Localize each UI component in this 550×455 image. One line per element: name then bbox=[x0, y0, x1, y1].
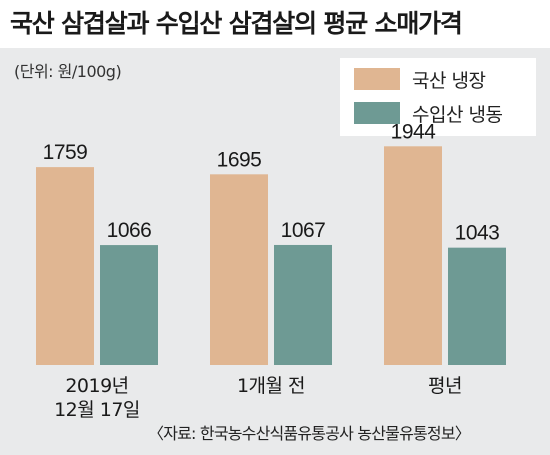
bar-domestic-0 bbox=[36, 167, 94, 365]
unit-label: (단위: 원/100g) bbox=[14, 62, 122, 81]
bar-imported-2 bbox=[448, 247, 506, 365]
bar-imported-1 bbox=[274, 244, 332, 365]
bar-domestic-2 bbox=[384, 146, 442, 365]
category-label-1: 1개월 전 bbox=[237, 375, 305, 397]
data-label-imported-1: 1067 bbox=[281, 219, 326, 242]
legend-item-domestic: 국산 냉장 bbox=[354, 66, 486, 92]
category-label-2: 평년 bbox=[428, 375, 462, 397]
legend-swatch-domestic bbox=[354, 68, 400, 90]
data-label-domestic-1: 1695 bbox=[217, 148, 262, 171]
data-label-domestic-0: 1759 bbox=[43, 141, 88, 164]
data-label-imported-0: 1066 bbox=[107, 219, 152, 242]
data-label-imported-2: 1043 bbox=[455, 222, 500, 245]
category-label-0: 2019년 12월 17일 bbox=[54, 375, 140, 421]
source-note: 〈자료: 한국농수산식품유통공사 농산물유통정보〉 bbox=[148, 424, 471, 443]
legend-label-domestic: 국산 냉장 bbox=[412, 69, 486, 92]
legend: 국산 냉장 수입산 냉동 bbox=[340, 58, 536, 136]
legend-label-imported: 수입산 냉동 bbox=[412, 103, 503, 126]
legend-swatch-imported bbox=[354, 102, 400, 124]
page-title: 국산 삼겹살과 수입산 삼겹살의 평균 소매가격 bbox=[10, 9, 463, 38]
bar-domestic-1 bbox=[210, 174, 268, 365]
bar-imported-0 bbox=[100, 245, 158, 365]
data-label-domestic-2: 1944 bbox=[391, 120, 437, 143]
legend-item-imported: 수입산 냉동 bbox=[354, 100, 503, 126]
